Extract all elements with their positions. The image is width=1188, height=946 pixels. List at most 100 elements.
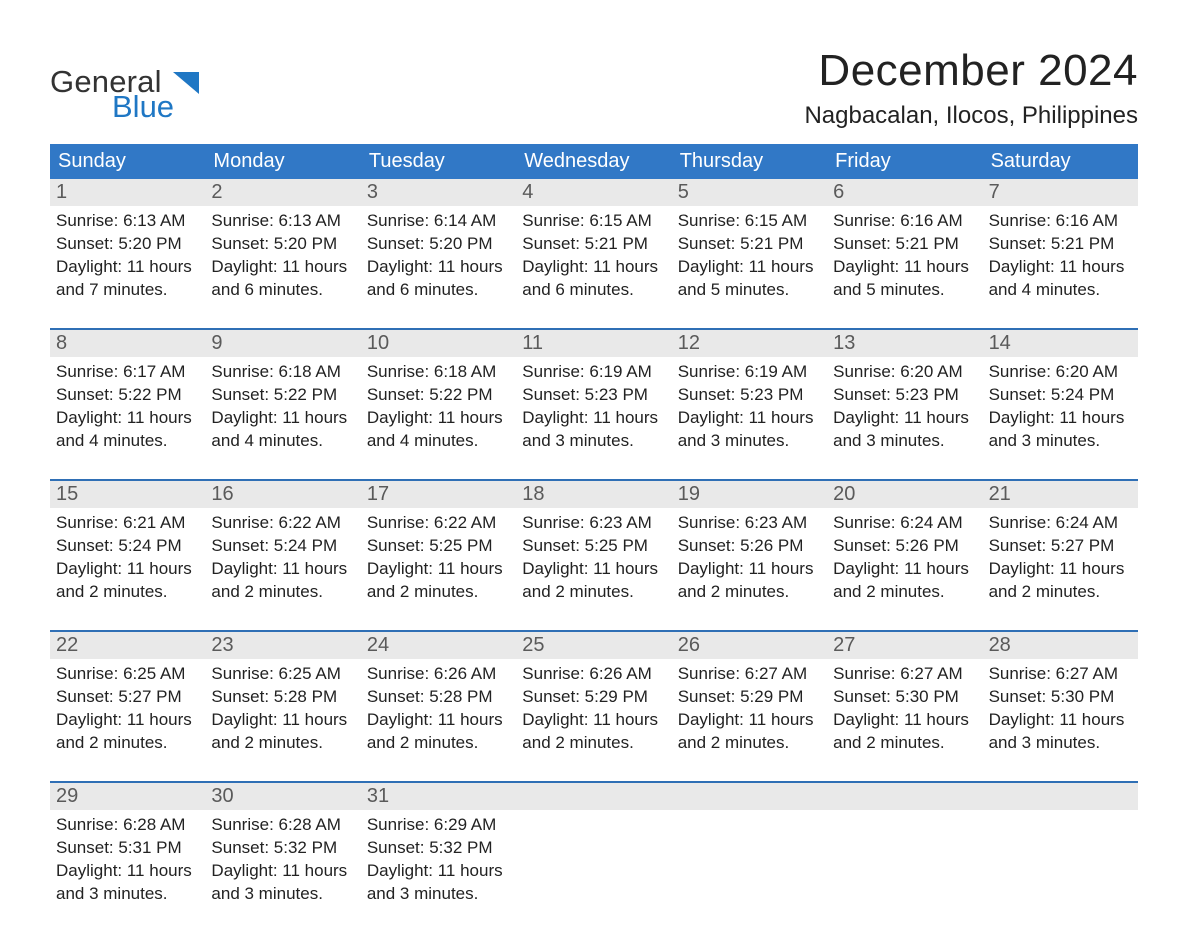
day-cell: Sunrise: 6:14 AMSunset: 5:20 PMDaylight:… bbox=[361, 206, 516, 302]
sunset-text: Sunset: 5:23 PM bbox=[833, 384, 976, 407]
day-cell: Sunrise: 6:13 AMSunset: 5:20 PMDaylight:… bbox=[205, 206, 360, 302]
day-cell: Sunrise: 6:27 AMSunset: 5:30 PMDaylight:… bbox=[983, 659, 1138, 755]
daylight-text-2: and 2 minutes. bbox=[522, 581, 665, 604]
sunrise-text: Sunrise: 6:15 AM bbox=[522, 210, 665, 233]
day-cell: Sunrise: 6:28 AMSunset: 5:32 PMDaylight:… bbox=[205, 810, 360, 906]
daylight-text-1: Daylight: 11 hours bbox=[211, 558, 354, 581]
daylight-text-2: and 3 minutes. bbox=[56, 883, 199, 906]
sunset-text: Sunset: 5:24 PM bbox=[56, 535, 199, 558]
daylight-text-2: and 2 minutes. bbox=[833, 581, 976, 604]
sunrise-text: Sunrise: 6:24 AM bbox=[989, 512, 1132, 535]
dow-friday: Friday bbox=[827, 144, 982, 179]
day-number: 30 bbox=[205, 783, 360, 810]
topbar: General Blue December 2024 Nagbacalan, I… bbox=[50, 46, 1138, 130]
day-cell: Sunrise: 6:25 AMSunset: 5:27 PMDaylight:… bbox=[50, 659, 205, 755]
day-cell: Sunrise: 6:18 AMSunset: 5:22 PMDaylight:… bbox=[361, 357, 516, 453]
sunset-text: Sunset: 5:22 PM bbox=[367, 384, 510, 407]
sunrise-text: Sunrise: 6:19 AM bbox=[522, 361, 665, 384]
sunset-text: Sunset: 5:29 PM bbox=[522, 686, 665, 709]
daylight-text-2: and 6 minutes. bbox=[522, 279, 665, 302]
daylight-text-2: and 7 minutes. bbox=[56, 279, 199, 302]
daylight-text-1: Daylight: 11 hours bbox=[678, 407, 821, 430]
sunrise-text: Sunrise: 6:20 AM bbox=[989, 361, 1132, 384]
daylight-text-1: Daylight: 11 hours bbox=[56, 558, 199, 581]
day-cell: Sunrise: 6:28 AMSunset: 5:31 PMDaylight:… bbox=[50, 810, 205, 906]
sunset-text: Sunset: 5:30 PM bbox=[989, 686, 1132, 709]
daylight-text-2: and 3 minutes. bbox=[367, 883, 510, 906]
day-number: 5 bbox=[672, 179, 827, 206]
daylight-text-1: Daylight: 11 hours bbox=[367, 860, 510, 883]
sunset-text: Sunset: 5:32 PM bbox=[367, 837, 510, 860]
daylight-text-2: and 2 minutes. bbox=[56, 581, 199, 604]
day-cell: Sunrise: 6:24 AMSunset: 5:27 PMDaylight:… bbox=[983, 508, 1138, 604]
daylight-text-1: Daylight: 11 hours bbox=[367, 407, 510, 430]
daylight-text-2: and 2 minutes. bbox=[367, 732, 510, 755]
daylight-text-1: Daylight: 11 hours bbox=[989, 407, 1132, 430]
daynum-strip: 15161718192021 bbox=[50, 481, 1138, 508]
daylight-text-2: and 4 minutes. bbox=[211, 430, 354, 453]
brand-logo: General Blue bbox=[50, 46, 199, 122]
day-number: 3 bbox=[361, 179, 516, 206]
sunset-text: Sunset: 5:31 PM bbox=[56, 837, 199, 860]
daylight-text-1: Daylight: 11 hours bbox=[367, 558, 510, 581]
daynum-strip: 1234567 bbox=[50, 179, 1138, 206]
sunset-text: Sunset: 5:21 PM bbox=[989, 233, 1132, 256]
day-number: 7 bbox=[983, 179, 1138, 206]
day-cell: Sunrise: 6:18 AMSunset: 5:22 PMDaylight:… bbox=[205, 357, 360, 453]
day-cell: Sunrise: 6:21 AMSunset: 5:24 PMDaylight:… bbox=[50, 508, 205, 604]
daylight-text-1: Daylight: 11 hours bbox=[678, 558, 821, 581]
sunset-text: Sunset: 5:22 PM bbox=[56, 384, 199, 407]
day-of-week-header: Sunday Monday Tuesday Wednesday Thursday… bbox=[50, 144, 1138, 179]
sunset-text: Sunset: 5:27 PM bbox=[989, 535, 1132, 558]
daylight-text-2: and 4 minutes. bbox=[989, 279, 1132, 302]
daylight-text-2: and 2 minutes. bbox=[56, 732, 199, 755]
sunset-text: Sunset: 5:20 PM bbox=[367, 233, 510, 256]
day-cell: Sunrise: 6:23 AMSunset: 5:25 PMDaylight:… bbox=[516, 508, 671, 604]
daylight-text-1: Daylight: 11 hours bbox=[522, 407, 665, 430]
sunset-text: Sunset: 5:25 PM bbox=[522, 535, 665, 558]
day-cell: Sunrise: 6:23 AMSunset: 5:26 PMDaylight:… bbox=[672, 508, 827, 604]
day-cell: Sunrise: 6:15 AMSunset: 5:21 PMDaylight:… bbox=[672, 206, 827, 302]
daynum-strip: 22232425262728 bbox=[50, 632, 1138, 659]
day-number: 15 bbox=[50, 481, 205, 508]
day-cell: Sunrise: 6:20 AMSunset: 5:23 PMDaylight:… bbox=[827, 357, 982, 453]
day-cell: Sunrise: 6:27 AMSunset: 5:30 PMDaylight:… bbox=[827, 659, 982, 755]
sunset-text: Sunset: 5:24 PM bbox=[989, 384, 1132, 407]
day-cell: Sunrise: 6:26 AMSunset: 5:28 PMDaylight:… bbox=[361, 659, 516, 755]
day-number: 13 bbox=[827, 330, 982, 357]
heading: December 2024 Nagbacalan, Ilocos, Philip… bbox=[804, 46, 1138, 130]
day-cell: Sunrise: 6:27 AMSunset: 5:29 PMDaylight:… bbox=[672, 659, 827, 755]
sunrise-text: Sunrise: 6:18 AM bbox=[211, 361, 354, 384]
day-number: 27 bbox=[827, 632, 982, 659]
day-number: 9 bbox=[205, 330, 360, 357]
dow-wednesday: Wednesday bbox=[516, 144, 671, 179]
daylight-text-1: Daylight: 11 hours bbox=[833, 256, 976, 279]
day-number: 20 bbox=[827, 481, 982, 508]
day-number: 2 bbox=[205, 179, 360, 206]
sunrise-text: Sunrise: 6:17 AM bbox=[56, 361, 199, 384]
daylight-text-1: Daylight: 11 hours bbox=[678, 256, 821, 279]
daylight-text-2: and 3 minutes. bbox=[833, 430, 976, 453]
daylight-text-2: and 6 minutes. bbox=[211, 279, 354, 302]
daylight-text-1: Daylight: 11 hours bbox=[522, 709, 665, 732]
sunset-text: Sunset: 5:28 PM bbox=[211, 686, 354, 709]
sunrise-text: Sunrise: 6:13 AM bbox=[211, 210, 354, 233]
daylight-text-2: and 3 minutes. bbox=[989, 732, 1132, 755]
sunset-text: Sunset: 5:32 PM bbox=[211, 837, 354, 860]
sunset-text: Sunset: 5:30 PM bbox=[833, 686, 976, 709]
day-number: 14 bbox=[983, 330, 1138, 357]
daylight-text-2: and 2 minutes. bbox=[522, 732, 665, 755]
day-cell: Sunrise: 6:22 AMSunset: 5:25 PMDaylight:… bbox=[361, 508, 516, 604]
day-number: 28 bbox=[983, 632, 1138, 659]
day-number: 16 bbox=[205, 481, 360, 508]
day-cell: Sunrise: 6:20 AMSunset: 5:24 PMDaylight:… bbox=[983, 357, 1138, 453]
daynum-strip: 293031.... bbox=[50, 783, 1138, 810]
dow-saturday: Saturday bbox=[983, 144, 1138, 179]
daylight-text-2: and 2 minutes. bbox=[989, 581, 1132, 604]
day-cell: Sunrise: 6:19 AMSunset: 5:23 PMDaylight:… bbox=[672, 357, 827, 453]
day-number: 18 bbox=[516, 481, 671, 508]
weeks-container: 1234567Sunrise: 6:13 AMSunset: 5:20 PMDa… bbox=[50, 179, 1138, 906]
sunset-text: Sunset: 5:27 PM bbox=[56, 686, 199, 709]
sunrise-text: Sunrise: 6:22 AM bbox=[367, 512, 510, 535]
daylight-text-2: and 2 minutes. bbox=[211, 732, 354, 755]
